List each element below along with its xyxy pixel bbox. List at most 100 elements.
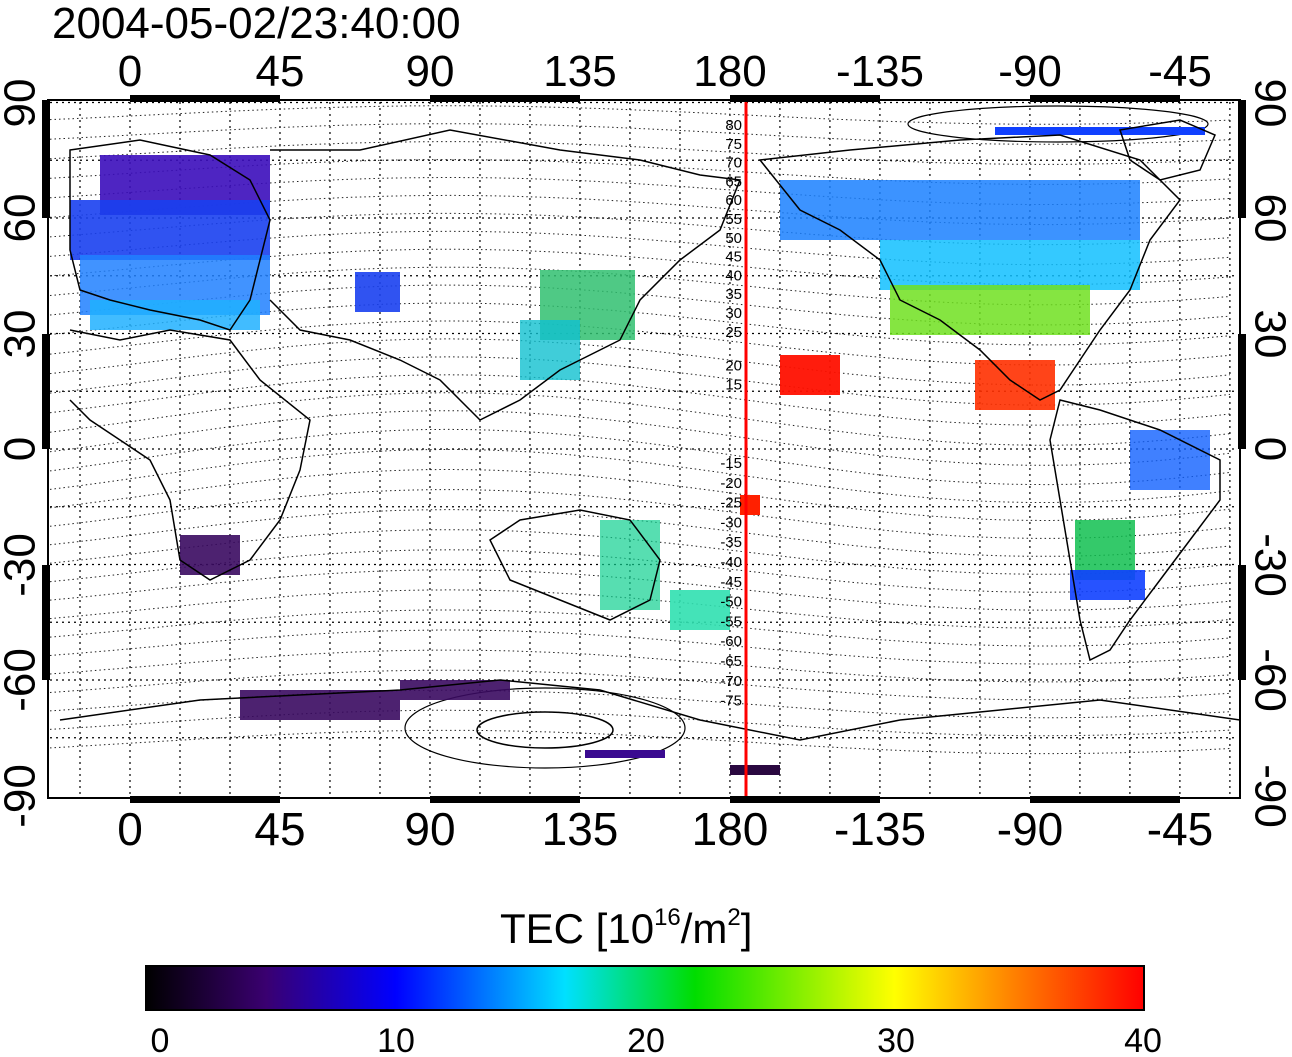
right-axis-bar <box>1238 334 1246 449</box>
magnetic-contour <box>49 159 1231 185</box>
magnetic-contour <box>49 194 1231 226</box>
lon-tick-label: -45 <box>1148 47 1212 96</box>
lon-tick-label: -90 <box>997 803 1063 855</box>
tec-patch-antarctic-east <box>585 750 665 758</box>
magnetic-contour <box>49 729 1231 755</box>
tec-patch-central-asia <box>355 272 400 312</box>
mag-lat-label: -30 <box>720 514 742 531</box>
lat-tick-label: 90 <box>1246 79 1292 128</box>
magnetic-contour <box>49 669 1231 701</box>
magnetic-contour <box>49 509 1231 557</box>
lat-tick-label: -60 <box>0 648 45 712</box>
lon-tick-label: -135 <box>834 803 926 855</box>
colorbar-title-suffix: ] <box>740 905 753 952</box>
magnetic-contour <box>49 176 1231 205</box>
colorbar-tick: 40 <box>1124 1022 1162 1057</box>
lon-tick-label: 180 <box>692 803 769 855</box>
lat-tick-label: -30 <box>0 533 45 597</box>
right-latitude-axis: 90 60 30 0 -30 -60 -90 <box>1246 79 1292 828</box>
tec-patch-south-pole <box>730 765 780 775</box>
bottom-axis-bar <box>730 796 880 803</box>
coast-antarctica <box>59 679 1240 741</box>
lat-tick-label: -90 <box>1246 764 1292 828</box>
mag-lat-label: -45 <box>720 574 742 591</box>
axis-tick-bars <box>42 95 1246 803</box>
tec-patch-pacific-south <box>740 495 760 515</box>
magnetic-contour <box>49 709 1231 737</box>
mag-lat-label: 70 <box>725 155 742 172</box>
coast-south-america <box>1049 399 1221 662</box>
bottom-axis-bar <box>1030 796 1180 803</box>
magnetic-contour <box>49 689 1231 719</box>
mag-lat-label: 15 <box>725 376 742 393</box>
tec-patch-nz <box>670 590 730 630</box>
mag-lat-label: -20 <box>720 475 742 492</box>
magnetic-contour <box>49 392 1231 446</box>
lat-tick-label: -60 <box>1246 648 1292 712</box>
lat-tick-label: 90 <box>0 79 45 128</box>
left-axis-bar <box>42 565 50 680</box>
lat-tick-label: 30 <box>0 310 45 359</box>
lat-tick-label: -90 <box>0 764 45 828</box>
mag-lat-label: 55 <box>725 211 742 228</box>
magnetic-contour <box>49 105 1231 125</box>
top-axis-bar <box>1030 95 1180 102</box>
tec-patch-mexico <box>975 360 1055 410</box>
magnetic-contour <box>49 589 1231 629</box>
mag-lat-label: -40 <box>720 554 742 571</box>
lat-tick-label: 60 <box>1246 194 1292 243</box>
mag-lat-label: -75 <box>720 693 742 710</box>
magnetic-pole-oval <box>476 711 614 749</box>
mag-lat-label: -70 <box>720 673 742 690</box>
lon-tick-label: -45 <box>1147 803 1213 855</box>
tec-patch-antarctic-west <box>240 690 400 720</box>
colorbar-title-prefix: TEC [10 <box>500 905 655 952</box>
magnetic-contour <box>49 356 1231 406</box>
colorbar-tick: 20 <box>627 1022 665 1057</box>
top-axis-bar <box>430 95 580 102</box>
tec-patch-antarctic-mid <box>400 680 510 700</box>
lon-tick-label: 135 <box>542 803 619 855</box>
magnetic-contour <box>49 123 1231 145</box>
lat-tick-label: 0 <box>0 437 45 461</box>
magnetic-contour <box>49 212 1231 246</box>
colorbar-title: TEC [1016/m2] <box>500 905 752 953</box>
lon-tick-label: 45 <box>254 803 305 855</box>
lon-tick-label: 90 <box>406 47 455 96</box>
top-longitude-axis: 0 45 90 135 180 -135 -90 -45 <box>118 47 1212 96</box>
mag-lat-label: -65 <box>720 653 742 670</box>
colorbar-tick: 10 <box>377 1022 415 1057</box>
colorbar-tick: 0 <box>151 1022 170 1057</box>
mag-lat-label: 50 <box>725 230 742 247</box>
mag-lat-label: 25 <box>725 324 742 341</box>
mag-lat-label: 60 <box>725 192 742 209</box>
mag-lat-label: 80 <box>725 117 742 134</box>
left-latitude-axis: 90 60 30 0 -30 -60 -90 <box>0 79 45 828</box>
top-axis-bar <box>130 95 280 102</box>
coast-greenland <box>1119 119 1216 181</box>
lat-tick-label: 60 <box>0 194 45 243</box>
magnetic-contour <box>49 448 1231 503</box>
magnetic-contour <box>49 468 1231 522</box>
coast-africa <box>69 329 311 581</box>
lon-tick-label: 0 <box>118 47 142 96</box>
mag-lat-label: -50 <box>720 594 742 611</box>
top-axis-bar <box>730 95 880 102</box>
mag-lat-label: -55 <box>720 613 742 630</box>
magnetic-pole-oval <box>404 687 686 769</box>
mag-lat-label: -15 <box>720 455 742 472</box>
tec-patch-brazil <box>1130 430 1210 490</box>
magnetic-contour <box>49 302 1231 346</box>
tec-data-patches <box>70 127 1210 775</box>
lat-tick-label: 0 <box>1246 437 1292 461</box>
magnetic-contour <box>49 410 1231 466</box>
right-axis-bar <box>1238 100 1246 218</box>
mag-lat-label: 30 <box>725 305 742 322</box>
lon-tick-label: -90 <box>998 47 1062 96</box>
mag-lat-label: -60 <box>720 633 742 650</box>
magnetic-contour <box>49 141 1231 165</box>
coast-europe <box>69 139 271 331</box>
tec-patch-usa-south <box>890 285 1090 335</box>
tec-patch-south-africa <box>180 535 240 575</box>
